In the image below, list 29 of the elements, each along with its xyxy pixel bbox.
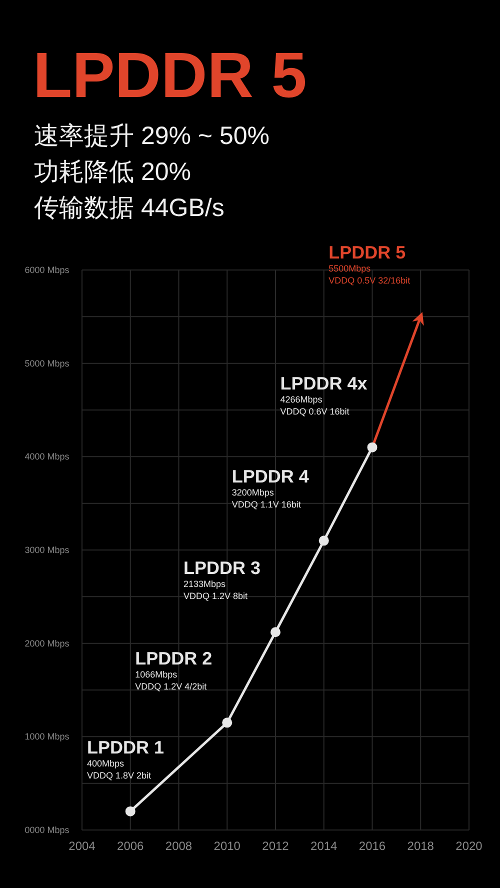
y-tick-label: 0000 Mbps <box>24 825 70 835</box>
x-tick-label: 2020 <box>456 839 483 853</box>
annotation: LPDDR 4x 4266Mbps VDDQ 0.6V 16bit <box>280 373 368 416</box>
x-tick-label: 2014 <box>310 839 338 853</box>
y-tick-label: 1000 Mbps <box>24 732 70 742</box>
y-tick-label: 3000 Mbps <box>24 545 70 555</box>
x-tick-label: 2004 <box>68 839 96 853</box>
point <box>125 806 136 816</box>
x-tick-label: 2016 <box>358 839 386 853</box>
x-tick-label: 2006 <box>117 839 144 853</box>
y-tick-label: 5000 Mbps <box>24 358 70 368</box>
x-tick-label: 2012 <box>262 839 290 853</box>
chart-subtitle: 速率提升 29% ~ 50% 功耗降低 20% 传输数据 44GB/s <box>34 122 270 222</box>
y-tick-label: 6000 Mbps <box>24 265 70 275</box>
x-tick-label: 2010 <box>214 839 241 853</box>
chart-title: LPDDR 5 <box>33 39 307 111</box>
point <box>367 442 378 452</box>
point <box>222 718 232 728</box>
point <box>318 536 329 546</box>
annotation: LPDDR 3 2133Mbps VDDQ 1.2V 8bit <box>184 558 261 602</box>
annotation: LPDDR 5 5500Mbps VDDQ 0.5V 32/16bit <box>328 242 411 286</box>
x-tick-label: 2018 <box>407 839 434 853</box>
y-tick-label: 4000 Mbps <box>24 452 70 462</box>
y-tick-label: 2000 Mbps <box>24 638 70 648</box>
x-tick-label: 2008 <box>165 839 192 853</box>
annotation: LPDDR 1 400Mbps VDDQ 1.8V 2bit <box>87 737 164 780</box>
annotation: LPDDR 2 1066Mbps VDDQ 1.2V 4/2bit <box>135 648 212 692</box>
point <box>270 627 280 638</box>
annotation: LPDDR 4 3200Mbps VDDQ 1.1V 16bit <box>232 466 309 510</box>
